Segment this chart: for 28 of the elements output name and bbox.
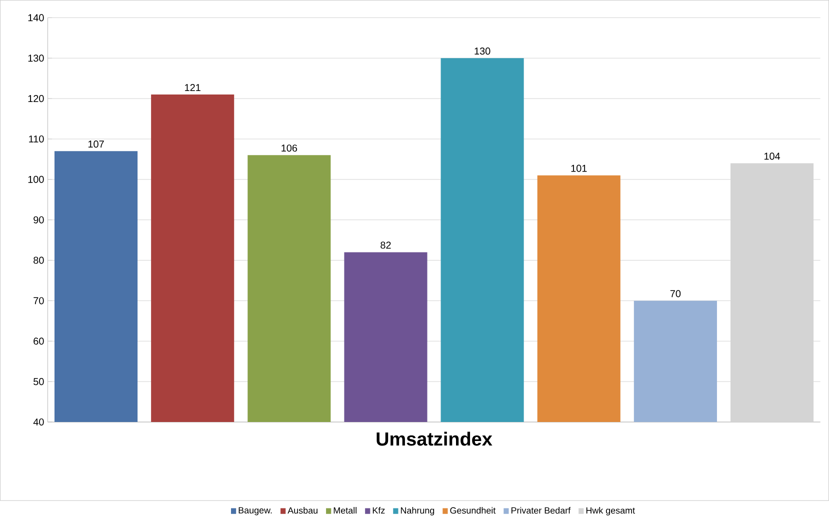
y-tick-label: 80 <box>34 256 44 264</box>
x-axis-title: Umsatzindex <box>376 432 492 446</box>
legend-label: Baugew. <box>238 507 272 516</box>
data-label: 104 <box>764 152 780 160</box>
y-tick-label: 130 <box>28 54 44 62</box>
data-label: 82 <box>380 242 391 249</box>
legend-label: Metall <box>334 507 356 514</box>
data-label: 101 <box>571 164 587 172</box>
data-label: 106 <box>282 144 298 152</box>
data-label: 70 <box>670 290 681 298</box>
y-tick-label: 60 <box>34 338 44 345</box>
y-tick-label: 110 <box>29 135 44 143</box>
legend-label: Kfz <box>372 507 385 514</box>
legend-label: Privater Bedarf <box>511 507 571 514</box>
data-label: 107 <box>88 140 104 148</box>
y-tick-label: 40 <box>33 418 44 426</box>
data-label: 130 <box>474 48 490 55</box>
legend-label: Nahrung <box>400 507 434 516</box>
y-tick-label: 100 <box>28 176 44 183</box>
y-tick-label: 140 <box>28 14 44 22</box>
legend-label: Gesundheit <box>450 507 496 514</box>
y-tick-label: 70 <box>34 297 44 304</box>
y-tick-label: 50 <box>34 378 44 386</box>
legend-label: Hwk gesamt <box>586 507 635 516</box>
y-tick-label: 90 <box>34 216 44 224</box>
legend-label: Ausbau <box>288 507 318 514</box>
data-label: 121 <box>185 84 200 91</box>
y-tick-label: 120 <box>28 95 44 102</box>
